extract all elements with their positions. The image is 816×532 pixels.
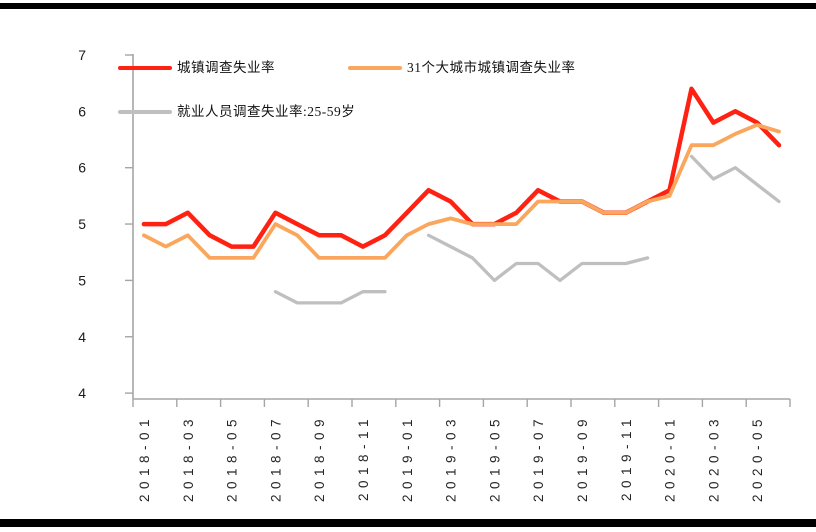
- y-axis-tick-label: 5: [78, 216, 86, 232]
- series-line-employed-25-59-survey-unemployment: [273, 154, 781, 305]
- y-axis-tick-label: 4: [78, 329, 86, 345]
- bottom-frame-rule: [0, 519, 816, 527]
- y-axis-tick-label: 6: [78, 160, 86, 176]
- x-axis-tick-label: 2018-09: [312, 414, 327, 502]
- y-axis-tick-label: 5: [78, 272, 86, 288]
- x-axis-tick-label: 2018-01: [137, 414, 152, 502]
- x-axis-tick-label: 2019-09: [575, 414, 590, 502]
- x-axis-tick-label: 2020-05: [750, 414, 765, 502]
- x-axis-tick-label: 2020-03: [706, 414, 721, 502]
- x-axis-tick-label: 2018-07: [268, 414, 283, 502]
- y-axis-tick-label: 7: [78, 47, 86, 63]
- x-axis-tick-label: 2018-03: [181, 414, 196, 502]
- x-axis-tick-label: 2018-05: [225, 414, 240, 502]
- x-axis-tick-label: 2019-01: [400, 414, 415, 502]
- top-frame-rule: [0, 3, 816, 9]
- series-line-urban-survey-unemployment: [141, 86, 782, 249]
- x-axis-tick-label: 2019-07: [531, 414, 546, 502]
- y-axis-tick-label: 4: [78, 385, 86, 401]
- x-axis-tick-label: 2019-03: [444, 414, 459, 502]
- x-axis-tick-label: 2019-05: [487, 414, 502, 502]
- x-axis-tick-label: 2018-11: [356, 414, 371, 501]
- x-axis-tick-label: 2020-01: [663, 414, 678, 502]
- x-axis-tick-label: 2019-11: [619, 414, 634, 501]
- series-line-31-cities-urban-survey-unemployment: [142, 123, 781, 260]
- y-axis-tick-label: 6: [78, 103, 86, 119]
